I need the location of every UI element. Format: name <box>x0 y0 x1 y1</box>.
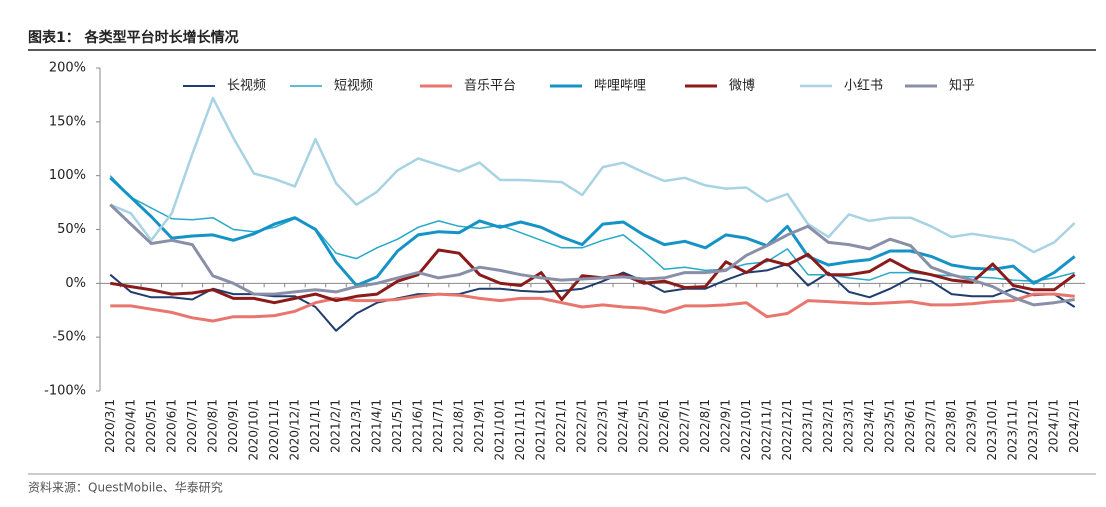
x-tick-label: 2020/4/1 <box>123 399 137 453</box>
x-tick-label: 2021/6/1 <box>411 399 425 453</box>
x-tick-label: 2023/5/1 <box>883 399 897 453</box>
legend-label: 哔哩哔哩 <box>594 79 646 94</box>
x-tick-label: 2022/1/1 <box>554 399 568 453</box>
y-tick-label: 50% <box>57 222 86 237</box>
x-tick-label: 2020/10/1 <box>246 399 260 461</box>
x-tick-label: 2022/4/1 <box>616 399 630 453</box>
x-tick-label: 2023/1/1 <box>800 399 814 453</box>
series-line <box>110 292 1075 323</box>
x-tick-label: 2023/12/1 <box>1026 399 1040 461</box>
x-tick-label: 2022/10/1 <box>739 399 753 461</box>
x-tick-label: 2022/5/1 <box>636 399 650 453</box>
series-line <box>109 175 1075 282</box>
x-tick-label: 2023/10/1 <box>985 399 999 461</box>
x-tick-label: 2020/6/1 <box>164 399 178 453</box>
y-tick-label: 150% <box>49 114 86 129</box>
x-tick-label: 2020/5/1 <box>144 399 158 453</box>
source-note: 资料来源：QuestMobile、华泰研究 <box>28 480 223 495</box>
x-tick-label: 2020/7/1 <box>185 399 199 453</box>
x-tick-label: 2023/2/1 <box>821 399 835 453</box>
x-tick-label: 2021/4/1 <box>370 399 384 453</box>
x-tick-label: 2021/11/1 <box>513 399 527 461</box>
x-tick-label: 2023/11/1 <box>1006 399 1020 461</box>
x-tick-label: 2022/12/1 <box>780 399 794 461</box>
y-tick-label: -100% <box>44 384 86 399</box>
series-line <box>109 176 1076 287</box>
x-tick-label: 2021/2/1 <box>328 399 342 453</box>
legend-label: 微博 <box>729 79 755 94</box>
legend-label: 知乎 <box>949 78 975 94</box>
x-tick-label: 2024/2/1 <box>1067 399 1081 453</box>
x-tick-label: 2022/6/1 <box>657 399 671 453</box>
series-line <box>110 248 1076 305</box>
x-tick-label: 2023/3/1 <box>842 399 856 453</box>
x-tick-label: 2022/11/1 <box>759 399 773 461</box>
legend-label: 小红书 <box>844 78 883 94</box>
legend-label: 长视频 <box>227 79 266 94</box>
series-line <box>109 263 1076 332</box>
x-tick-label: 2023/4/1 <box>862 399 876 453</box>
x-tick-label: 2022/9/1 <box>718 399 732 453</box>
y-tick-label: 0% <box>65 276 86 291</box>
x-tick-label: 2020/3/1 <box>103 399 117 453</box>
chart-title: 图表1： 各类型平台时长增长情况 <box>28 29 239 46</box>
x-tick-label: 2020/12/1 <box>287 399 301 461</box>
x-tick-label: 2022/2/1 <box>575 399 589 453</box>
x-tick-label: 2022/3/1 <box>595 399 609 453</box>
x-tick-label: 2021/3/1 <box>349 399 363 453</box>
x-tick-label: 2020/11/1 <box>267 399 281 461</box>
x-tick-label: 2023/7/1 <box>924 399 938 453</box>
x-tick-label: 2022/7/1 <box>677 399 691 453</box>
y-tick-label: 100% <box>49 168 86 183</box>
x-tick-label: 2021/7/1 <box>431 399 445 453</box>
x-tick-label: 2023/8/1 <box>944 399 958 453</box>
x-tick-label: 2020/9/1 <box>226 399 240 453</box>
y-tick-label: -50% <box>52 330 86 345</box>
series-line <box>109 96 1076 254</box>
y-tick-label: 200% <box>49 61 86 76</box>
x-tick-label: 2021/10/1 <box>493 399 507 461</box>
legend-label: 短视频 <box>334 79 373 94</box>
x-tick-label: 2021/9/1 <box>472 399 486 453</box>
x-tick-label: 2024/1/1 <box>1047 399 1061 453</box>
series-line <box>109 203 1075 307</box>
x-tick-label: 2021/1/1 <box>308 399 322 453</box>
legend-label: 音乐平台 <box>464 78 516 94</box>
x-tick-label: 2023/6/1 <box>903 399 917 453</box>
x-tick-label: 2022/8/1 <box>698 399 712 453</box>
x-tick-label: 2020/8/1 <box>205 399 219 453</box>
x-tick-label: 2021/5/1 <box>390 399 404 453</box>
x-tick-label: 2021/8/1 <box>452 399 466 453</box>
x-tick-label: 2021/12/1 <box>534 399 548 461</box>
x-tick-label: 2023/9/1 <box>965 399 979 453</box>
